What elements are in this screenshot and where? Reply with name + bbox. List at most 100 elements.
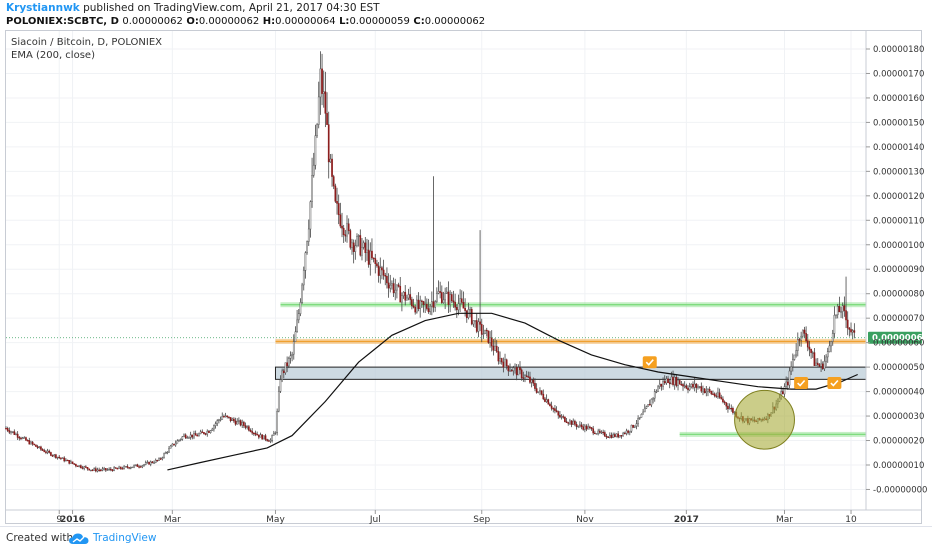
candle-body-down [703, 388, 706, 394]
candle [367, 239, 370, 268]
candle-body-up [296, 319, 298, 333]
candle [638, 417, 641, 420]
candles-layer [5, 51, 856, 473]
candle [678, 380, 681, 385]
candle-body-up [178, 439, 180, 442]
candle-body-down [397, 284, 400, 287]
candle [845, 276, 847, 328]
candle-body-up [652, 397, 654, 400]
candle [509, 363, 511, 372]
y-axis[interactable]: 0.00000180 0.00000170 0.00000160 0.00000150… [865, 31, 927, 510]
candle-body-down [73, 463, 76, 465]
candle [848, 327, 851, 337]
candle-body-down [732, 408, 734, 413]
candle-body-up [449, 294, 451, 305]
candle-body-down [63, 457, 66, 462]
candle-body-down [680, 383, 683, 386]
candle-body-down [409, 294, 412, 300]
candle-body-up [166, 451, 169, 454]
candle [431, 291, 433, 316]
candle [565, 418, 568, 424]
high-label: H: [262, 16, 276, 27]
candle [677, 377, 679, 391]
candle-body-up [134, 464, 137, 466]
candle-body-down [60, 457, 62, 459]
candle [658, 379, 661, 390]
candle-body-up [113, 467, 115, 472]
candle-body-down [450, 294, 453, 302]
candle [485, 327, 488, 337]
author-link[interactable]: Krystiannwk [6, 2, 80, 14]
candle [640, 413, 643, 418]
candle [349, 228, 352, 250]
candle-body-up [153, 462, 155, 464]
tradingview-brand-link[interactable]: TradingView [93, 532, 157, 544]
y-tick-label: 0.00000070 [873, 314, 924, 324]
candle-body-up [284, 362, 287, 374]
candle [129, 466, 132, 470]
candle-body-down [392, 283, 395, 294]
candle [426, 298, 428, 311]
candle-body-down [331, 158, 333, 177]
published-text: published on TradingView.com, April 21, … [83, 2, 380, 14]
candle [324, 71, 327, 128]
candle-body-up [129, 467, 132, 469]
candle [607, 435, 609, 438]
candle-body-down [722, 398, 724, 403]
ema-layer [167, 312, 858, 471]
candle [555, 406, 558, 413]
candle-body-down [204, 433, 207, 435]
candle-body-up [431, 301, 433, 307]
candle [296, 310, 298, 333]
candle-body-down [282, 370, 285, 374]
candle [171, 443, 174, 447]
candle-body-down [786, 381, 789, 386]
candle-body-down [138, 466, 140, 468]
candle-body-down [43, 450, 46, 453]
candle [307, 219, 310, 246]
candle-body-down [376, 263, 378, 267]
candle-body-down [337, 203, 340, 216]
candle [414, 304, 417, 315]
candle-body-up [524, 375, 526, 379]
price-chart[interactable]: 0.00000062 0.00000180 0.00000170 0.0000016… [0, 0, 932, 526]
candle-body-down [104, 468, 107, 471]
candle [186, 435, 189, 439]
candle-body-down [532, 379, 535, 384]
candle [417, 292, 420, 312]
candle [369, 242, 372, 276]
y-tick-label: 0.00000020 [873, 437, 924, 447]
candle-body-up [15, 433, 17, 436]
candle [176, 439, 179, 444]
candle-body-down [540, 390, 543, 395]
candle [43, 448, 46, 453]
candle [577, 425, 580, 429]
candle-body-up [108, 468, 110, 471]
candle [672, 370, 674, 387]
candle-body-down [845, 310, 847, 321]
candle [579, 421, 581, 428]
candle-body-up [279, 379, 282, 392]
candle-body-down [580, 424, 583, 428]
candle-body-down [559, 414, 561, 418]
candle-body-down [554, 408, 556, 411]
candle-body-down [475, 320, 478, 332]
candle [65, 458, 67, 462]
candle [15, 432, 17, 436]
candle-body-down [256, 434, 259, 436]
candle-body-down [470, 309, 473, 325]
candle-body-up [407, 294, 410, 299]
candle-body-up [53, 454, 56, 456]
candle [705, 386, 708, 397]
legend-indicator[interactable]: EMA (200, close) [11, 50, 95, 61]
candle [570, 420, 573, 428]
candle-body-down [286, 362, 288, 367]
candle [16, 431, 19, 440]
candle [547, 398, 550, 405]
candle [126, 464, 129, 469]
symbol-label: POLONIEX:SCBTC, D [6, 16, 119, 27]
candle-body-down [810, 349, 812, 353]
candle-body-up [259, 434, 262, 438]
candle [258, 434, 260, 440]
